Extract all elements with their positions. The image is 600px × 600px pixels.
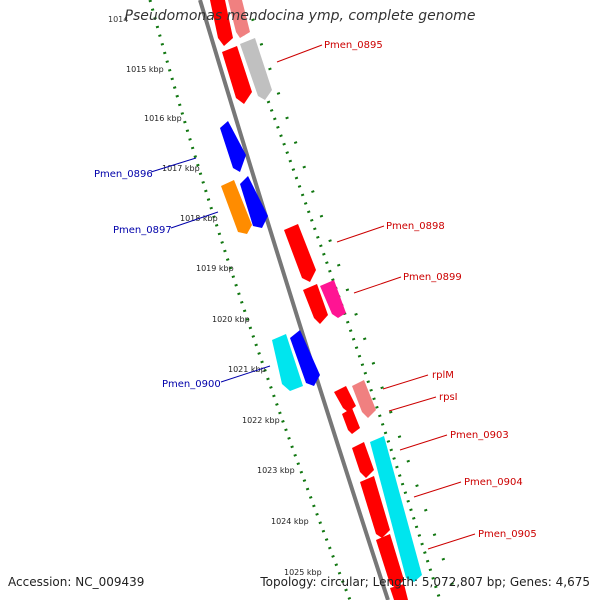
gene-rplm-red — [334, 386, 356, 412]
label-leaders — [150, 44, 476, 550]
gene-label-pmen0903[interactable]: Pmen_0903 — [450, 430, 509, 441]
kbp-tick-labels: 1015 kbp 1016 kbp 1017 kbp 1018 kbp 1019… — [126, 65, 322, 577]
tick-label-1021: 1021 kbp — [228, 365, 266, 374]
gene-label-rpsi[interactable]: rpsI — [439, 392, 458, 403]
gene-label-pmen0905[interactable]: Pmen_0905 — [478, 529, 537, 540]
gene-pmen0899-magenta — [320, 280, 346, 318]
leader-pmen0896 — [150, 157, 197, 173]
leader-pmen0903 — [399, 434, 448, 451]
leader-rpsi — [388, 396, 437, 412]
gene-label-pmen0898[interactable]: Pmen_0898 — [386, 221, 445, 232]
gene-blue-2 — [240, 176, 268, 228]
leader-pmen0904 — [413, 481, 462, 498]
tick-ring — [244, 0, 460, 600]
gene-bottom-red — [390, 584, 408, 600]
gene-pmen0905-red — [376, 534, 404, 588]
genome-backbone — [198, 0, 390, 600]
leader-pmen0897 — [170, 211, 219, 229]
gene-labels: Pmen_0895 Pmen_0896 Pmen_0897 Pmen_0898 … — [94, 40, 537, 540]
leader-pmen0898 — [336, 225, 385, 243]
gene-arrows — [210, 0, 422, 600]
leader-pmen0905 — [427, 533, 476, 550]
gene-pmen0900-cyan — [272, 334, 303, 391]
gene-pmen0897-orange — [221, 180, 252, 234]
tick-label-1022: 1022 kbp — [242, 416, 280, 425]
gene-pmen0903-red — [352, 442, 374, 478]
gene-pmen0896-blue — [220, 121, 246, 172]
tick-label-1015: 1015 kbp — [126, 65, 164, 74]
gene-rpsi-pink — [352, 380, 376, 418]
gene-pmen0903-cyan — [370, 436, 422, 582]
accession-text: Accession: NC_009439 — [8, 575, 145, 589]
gene-red-c — [342, 408, 360, 434]
tick-label-1019: 1019 kbp — [196, 264, 234, 273]
tick-label-1024: 1024 kbp — [271, 517, 309, 526]
tick-label-1025: 1025 kbp — [284, 568, 322, 577]
tick-label-1016: 1016 kbp — [144, 114, 182, 123]
gene-top-red — [210, 0, 233, 46]
tick-label-1023: 1023 kbp — [257, 466, 295, 475]
gene-label-pmen0899[interactable]: Pmen_0899 — [403, 272, 462, 283]
gene-label-pmen0904[interactable]: Pmen_0904 — [464, 477, 523, 488]
clipped-tick-label: 1014 — [108, 15, 129, 24]
topology-text: Topology: circular; Length: 5,072,807 bp… — [260, 575, 590, 589]
gene-pmen0904-red — [360, 476, 390, 538]
leader-pmen0900 — [220, 365, 271, 383]
leader-pmen0895 — [276, 44, 323, 63]
gene-blue-3 — [290, 330, 320, 386]
map-title: Pseudomonas mendocina ymp, complete geno… — [124, 8, 476, 24]
gene-label-pmen0900[interactable]: Pmen_0900 — [162, 379, 221, 390]
gene-label-pmen0897[interactable]: Pmen_0897 — [113, 225, 172, 236]
gene-top-pink — [228, 0, 250, 38]
tick-label-1020: 1020 kbp — [212, 315, 250, 324]
gene-pmen0895-gray — [240, 38, 272, 100]
leader-rplm — [382, 374, 429, 390]
gene-label-pmen0896[interactable]: Pmen_0896 — [94, 169, 153, 180]
leader-pmen0899 — [353, 276, 402, 294]
gene-pmen0898-red — [284, 224, 316, 282]
tick-label-1017: 1017 kbp — [162, 164, 200, 173]
gene-red-b — [303, 284, 328, 324]
gene-label-rplm[interactable]: rplM — [432, 370, 454, 381]
gene-pmen0895-red — [222, 46, 252, 104]
gene-label-pmen0895[interactable]: Pmen_0895 — [324, 40, 383, 51]
